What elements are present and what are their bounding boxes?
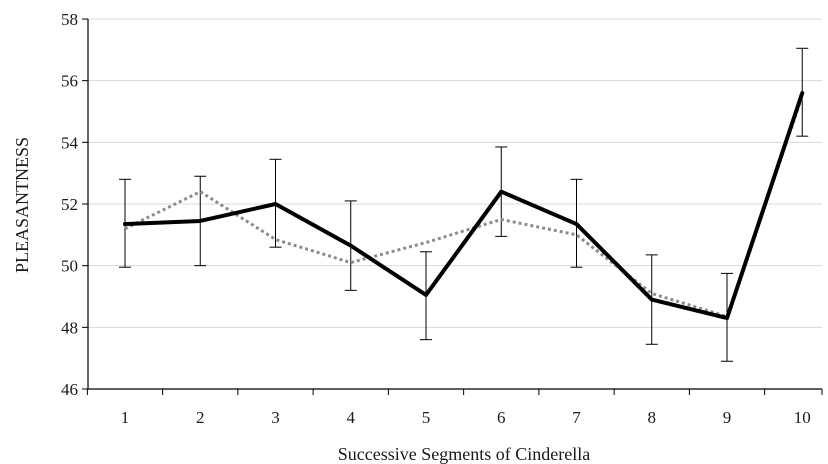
- x-tick-label-7: 7: [572, 408, 581, 427]
- x-tick-label-6: 6: [497, 408, 506, 427]
- y-axis-title: PLEASANTNESS: [12, 137, 32, 273]
- y-tick-label-56: 56: [61, 72, 78, 91]
- series-lines: [123, 91, 805, 321]
- y-tick-label-52: 52: [61, 195, 78, 214]
- x-tick-label-9: 9: [723, 408, 732, 427]
- y-tick-label-58: 58: [61, 10, 78, 29]
- gridlines: [88, 18, 822, 328]
- axes: [82, 18, 823, 395]
- series-line-dotted: [124, 95, 804, 319]
- x-tick-label-3: 3: [271, 408, 280, 427]
- x-tick-label-1: 1: [121, 408, 130, 427]
- y-tick-label-46: 46: [61, 380, 78, 399]
- x-axis-title: Successive Segments of Cinderella: [338, 444, 590, 464]
- x-tick-label-10: 10: [794, 408, 811, 427]
- y-tick-label-54: 54: [61, 133, 79, 152]
- x-tick-label-2: 2: [196, 408, 205, 427]
- y-tick-label-48: 48: [61, 318, 78, 337]
- x-tick-label-4: 4: [347, 408, 356, 427]
- x-tick-label-5: 5: [422, 408, 431, 427]
- y-tick-label-50: 50: [61, 257, 78, 276]
- x-tick-label-8: 8: [648, 408, 657, 427]
- series-line-solid: [123, 91, 805, 321]
